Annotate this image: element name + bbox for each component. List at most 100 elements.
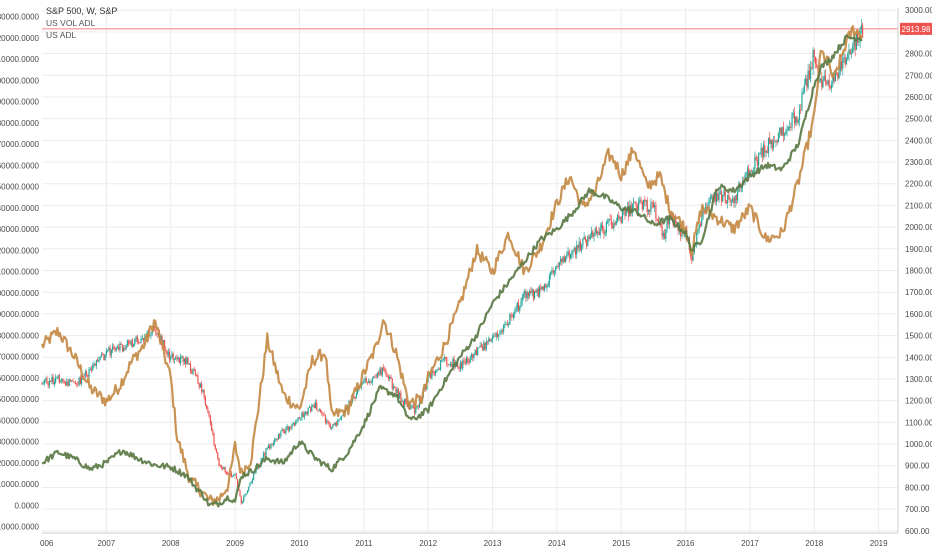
candle-body [761,147,763,157]
candle-body [373,376,375,379]
candle-body [118,346,120,350]
candle-body [496,333,499,337]
candle-body [803,84,806,92]
candle-body [451,363,453,367]
candle-body [249,483,251,487]
candle-body [395,387,397,393]
candle-body [165,349,167,351]
candle-body [460,362,463,369]
candle-body [218,457,220,466]
candle-body [140,339,142,343]
candle-body [798,109,801,121]
candle-body [600,225,603,228]
candle-body [508,324,510,325]
candle-body [616,215,619,221]
candle-body [592,231,594,237]
candle-body [530,291,532,293]
candle-body [475,349,478,356]
left-tick-label: 70000.0000 [0,353,40,362]
candle-body [493,335,495,337]
candle-body [692,252,694,261]
candle-body [113,346,115,349]
candle-body [312,405,314,406]
candle-body [282,429,284,432]
candle-body [189,363,192,372]
candle-body [770,139,772,145]
candle-body [267,445,270,449]
candle-body [805,78,807,85]
candle-body [97,360,99,362]
candle-body [772,141,775,149]
candle-body [541,286,543,290]
candle-body [767,137,770,153]
right-axis[interactable]: 3000.002900.002800.002700.002600.002500.… [897,6,932,536]
candle-body [301,412,303,419]
candle-body [584,236,586,240]
left-tick-label: 30000.0000 [0,438,40,447]
candle-body [314,402,317,409]
candle-body [781,127,783,136]
candle-body [180,356,182,364]
candle-body [551,270,553,272]
legend-us-adl[interactable]: US ADL [46,30,77,40]
x-tick-label: 2011 [355,539,373,548]
candle-body [261,458,263,460]
candle-body [104,354,106,361]
candle-body [848,49,850,54]
candle-body [439,360,442,370]
candle-body [525,291,527,299]
candle-body [233,474,235,476]
candle-body [819,78,822,80]
candle-body [485,341,487,350]
candle-body [735,195,737,201]
x-tick-label: 2008 [162,539,180,548]
legend-us-vol-adl[interactable]: US VOL ADL [46,18,96,28]
candle-body [682,235,684,237]
candle-body [447,363,449,365]
candle-body [311,405,313,412]
candle-body [176,357,178,360]
series-line-us-adl[interactable] [41,34,863,508]
candle-body [324,415,327,423]
candle-body [833,74,835,82]
candle-body [173,358,176,360]
time-axis[interactable]: 006 2007 2008 2009 2010 2011 2012 2013 2014 2015 2… [40,532,898,548]
left-tick-label: 80000.0000 [0,331,40,340]
candle-body [666,218,668,230]
x-tick-label: 2012 [419,539,437,548]
candle-body [558,262,560,267]
candle-body [151,331,153,336]
candle-body [715,193,718,202]
candle-body [793,113,796,124]
series-line-us-vol-adl[interactable] [40,25,864,507]
candle-body [665,229,667,239]
candle-body [181,356,183,357]
x-tick-label: 2016 [677,539,695,548]
right-tick-label: 1100.00 [905,418,932,427]
candle-body [602,225,604,230]
right-tick-label: 1400.00 [905,353,932,362]
candle-body [66,381,68,386]
candle-body [564,257,567,263]
candle-body [262,453,265,459]
candle-body [121,344,124,351]
candle-body [526,291,528,299]
candle-body [95,360,98,366]
candle-body [175,357,177,359]
candle-body [47,383,49,386]
right-tick-label: 1700.00 [905,288,932,297]
candle-body [725,201,728,204]
candle-body [433,372,435,374]
candle-body [814,56,817,65]
candle-body [430,373,432,379]
candle-body [729,198,731,203]
candle-body [155,327,157,334]
candle-body [776,140,778,143]
candle-body [361,382,364,383]
candle-body [297,417,299,421]
candle-body [446,357,448,364]
candle-body [504,324,506,326]
candle-body [406,403,408,407]
candle-body [480,345,482,347]
